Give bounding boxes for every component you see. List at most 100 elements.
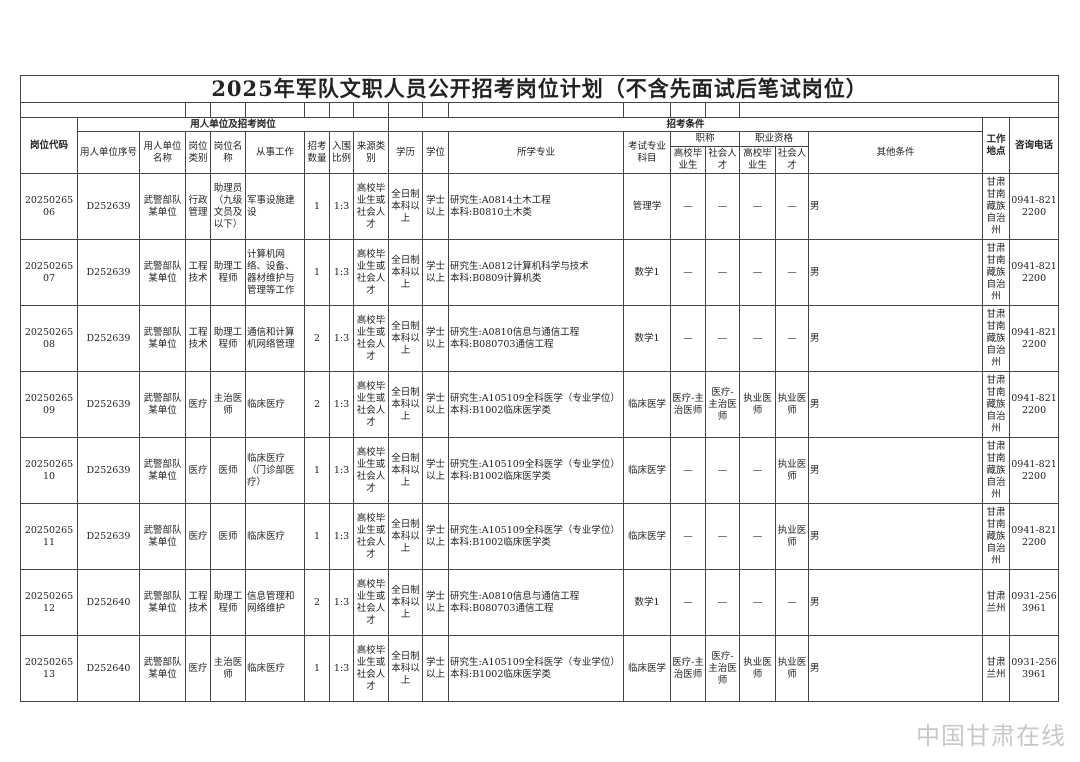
cell-loc: 甘肃甘南藏族自治州 xyxy=(982,371,1010,438)
cell-work: 临床医疗 xyxy=(245,371,305,438)
cell-source: 高校毕业生或社会人才 xyxy=(353,371,389,438)
cell-seq: D252640 xyxy=(77,635,140,702)
cell-post: 助理员（九级文员及以下） xyxy=(210,173,246,240)
header-title-social: 社会人才 xyxy=(705,146,740,174)
cell-code: 2025026512 xyxy=(20,569,78,636)
cell-edu: 全日制本科以上 xyxy=(388,635,423,702)
cell-post: 医师 xyxy=(210,437,246,504)
cell-edu: 全日制本科以上 xyxy=(388,239,423,306)
header-qual-grad: 高校毕业生 xyxy=(739,146,776,174)
table-row: 2025026513 D252640 武警部队某单位 医疗 主治医师 临床医疗 1 1:3 高校… xyxy=(20,635,1060,702)
header-education: 学历 xyxy=(388,131,423,174)
cell-other: 男 xyxy=(808,371,983,438)
cell-unit: 武警部队某单位 xyxy=(139,173,186,240)
cell-q-soc: — xyxy=(775,239,809,306)
cell-work: 信息管理和网络维护 xyxy=(245,569,305,636)
cell-code: 2025026509 xyxy=(20,371,78,438)
cell-q-soc: — xyxy=(775,305,809,372)
cell-exam: 临床医学 xyxy=(623,635,671,702)
cell-unit: 武警部队某单位 xyxy=(139,569,186,636)
cell-major: 研究生:A105109全科医学（专业学位） 本科:B1002临床医学类 xyxy=(448,503,624,570)
header-ratio: 入围比例 xyxy=(329,131,354,174)
cell-phone: 0941-8212200 xyxy=(1008,503,1060,570)
cell-edu: 全日制本科以上 xyxy=(388,569,423,636)
cell-phone: 0941-8212200 xyxy=(1008,371,1060,438)
cell-seq: D252639 xyxy=(77,503,140,570)
cell-t-grad: — xyxy=(670,239,706,306)
cell-t-grad: 医疗-主治医师 xyxy=(670,371,706,438)
cell-ratio: 1:3 xyxy=(329,437,354,504)
header-unit-name: 用人单位名称 xyxy=(139,131,186,174)
header-count: 招考数量 xyxy=(304,131,330,174)
cell-q-grad: 执业医师 xyxy=(739,635,776,702)
cell-work: 临床医疗（门诊部医疗） xyxy=(245,437,305,504)
header-title-grad: 高校毕业生 xyxy=(670,146,706,174)
cell-loc: 甘肃甘南藏族自治州 xyxy=(982,437,1010,504)
cell-exam: 数学1 xyxy=(623,569,671,636)
cell-degree: 学士以上 xyxy=(422,239,449,306)
cell-source: 高校毕业生或社会人才 xyxy=(353,305,389,372)
cell-q-grad: 执业医师 xyxy=(739,371,776,438)
cell-source: 高校毕业生或社会人才 xyxy=(353,239,389,306)
cell-t-grad: — xyxy=(670,503,706,570)
cell-q-soc: 执业医师 xyxy=(775,371,809,438)
cell-t-soc: — xyxy=(705,503,740,570)
cell-exam: 数学1 xyxy=(623,239,671,306)
table-row: 2025026510 D252639 武警部队某单位 医疗 医师 临床医疗（门诊部医疗） 1… xyxy=(20,437,1060,504)
cell-exam: 数学1 xyxy=(623,305,671,372)
header-group-conditions: 招考条件 xyxy=(388,117,983,132)
cell-count: 1 xyxy=(304,437,330,504)
cell-type: 工程技术 xyxy=(185,305,211,372)
header-major: 所学专业 xyxy=(448,131,624,174)
cell-phone: 0931-2563961 xyxy=(1008,569,1060,636)
header-phone: 咨询电话 xyxy=(1008,117,1060,174)
cell-ratio: 1:3 xyxy=(329,371,354,438)
header-work: 从事工作 xyxy=(245,131,305,174)
table-row: 2025026508 D252639 武警部队某单位 工程技术 助理工程师 通信和计算机网… xyxy=(20,305,1060,372)
cell-seq: D252639 xyxy=(77,371,140,438)
cell-type: 工程技术 xyxy=(185,569,211,636)
cell-work: 计算机网络、设备、器材维护与管理等工作 xyxy=(245,239,305,306)
cell-seq: D252639 xyxy=(77,437,140,504)
cell-code: 2025026511 xyxy=(20,503,78,570)
header-location: 工作地点 xyxy=(982,117,1010,174)
cell-work: 通信和计算机网络管理 xyxy=(245,305,305,372)
cell-phone: 0941-8212200 xyxy=(1008,173,1060,240)
cell-exam: 临床医学 xyxy=(623,437,671,504)
cell-code: 2025026510 xyxy=(20,437,78,504)
cell-t-soc: — xyxy=(705,305,740,372)
cell-loc: 甘肃甘南藏族自治州 xyxy=(982,305,1010,372)
cell-source: 高校毕业生或社会人才 xyxy=(353,635,389,702)
cell-work: 军事设施建设 xyxy=(245,173,305,240)
cell-other: 男 xyxy=(808,173,983,240)
cell-major: 研究生:A0810信息与通信工程 本科:B080703通信工程 xyxy=(448,569,624,636)
cell-t-soc: 医疗-主治医师 xyxy=(705,371,740,438)
cell-post: 助理工程师 xyxy=(210,569,246,636)
cell-source: 高校毕业生或社会人才 xyxy=(353,569,389,636)
cell-count: 2 xyxy=(304,569,330,636)
cell-other: 男 xyxy=(808,569,983,636)
cell-q-grad: — xyxy=(739,173,776,240)
cell-source: 高校毕业生或社会人才 xyxy=(353,437,389,504)
table-row: 2025026511 D252639 武警部队某单位 医疗 医师 临床医疗 1 1:3 高校毕业… xyxy=(20,503,1060,570)
cell-ratio: 1:3 xyxy=(329,635,354,702)
cell-degree: 学士以上 xyxy=(422,503,449,570)
watermark: 中国甘肃在线 xyxy=(916,722,1066,750)
header-other: 其他条件 xyxy=(808,131,983,174)
cell-count: 1 xyxy=(304,635,330,702)
table-row: 2025026506 D252639 武警部队某单位 行政管理 助理员（九级文员及以下）… xyxy=(20,173,1060,240)
cell-loc: 甘肃甘南藏族自治州 xyxy=(982,239,1010,306)
cell-edu: 全日制本科以上 xyxy=(388,437,423,504)
cell-edu: 全日制本科以上 xyxy=(388,371,423,438)
cell-phone: 0941-8212200 xyxy=(1008,437,1060,504)
cell-unit: 武警部队某单位 xyxy=(139,635,186,702)
cell-q-grad: — xyxy=(739,305,776,372)
cell-exam: 临床医学 xyxy=(623,371,671,438)
header-qual-group: 职业资格 xyxy=(739,131,809,147)
cell-other: 男 xyxy=(808,503,983,570)
header-degree: 学位 xyxy=(422,131,449,174)
cell-type: 医疗 xyxy=(185,503,211,570)
cell-post: 主治医师 xyxy=(210,635,246,702)
cell-code: 2025026507 xyxy=(20,239,78,306)
cell-post: 助理工程师 xyxy=(210,305,246,372)
